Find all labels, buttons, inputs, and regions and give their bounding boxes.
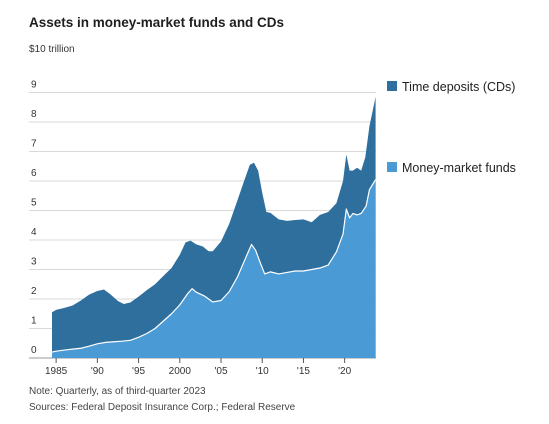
y-tick-label: 6 xyxy=(31,168,37,179)
legend: Time deposits (CDs) Money-market funds xyxy=(387,80,516,175)
y-tick-label: 4 xyxy=(31,227,37,238)
series-layer xyxy=(51,96,377,359)
x-axis: 1985 '90 '95 2000 '05 '10 '15 '20 xyxy=(45,358,352,377)
y-axis: 0 1 2 3 4 5 6 7 8 9 xyxy=(31,80,37,357)
x-tick-label: '05 xyxy=(214,366,227,377)
y-unit-label: $10 trillion xyxy=(29,44,75,55)
y-tick-label: 5 xyxy=(31,198,37,209)
x-tick-label: '10 xyxy=(256,366,269,377)
x-tick-label: 1985 xyxy=(45,366,68,377)
legend-swatch xyxy=(387,81,397,91)
y-tick-label: 1 xyxy=(31,316,37,327)
x-tick-label: '95 xyxy=(132,366,145,377)
x-tick-label: '90 xyxy=(91,366,104,377)
y-tick-label: 8 xyxy=(31,109,37,120)
y-tick-label: 2 xyxy=(31,286,37,297)
y-tick-label: 7 xyxy=(31,139,37,150)
x-tick-label: '15 xyxy=(297,366,310,377)
legend-label: Time deposits (CDs) xyxy=(402,80,515,94)
x-tick-label: 2000 xyxy=(169,366,192,377)
y-tick-label: 3 xyxy=(31,257,37,268)
y-tick-label: 9 xyxy=(31,80,37,91)
chart-title: Assets in money-market funds and CDs xyxy=(29,15,284,30)
chart-note: Note: Quarterly, as of third-quarter 202… xyxy=(29,386,206,397)
series-boundary-line xyxy=(51,179,377,353)
legend-swatch xyxy=(387,162,397,172)
y-tick-label: 0 xyxy=(31,345,37,356)
x-tick-label: '20 xyxy=(338,366,351,377)
chart-source: Sources: Federal Deposit Insurance Corp.… xyxy=(29,402,296,413)
legend-label: Money-market funds xyxy=(402,161,516,175)
series-money-market-funds-area xyxy=(52,179,376,358)
